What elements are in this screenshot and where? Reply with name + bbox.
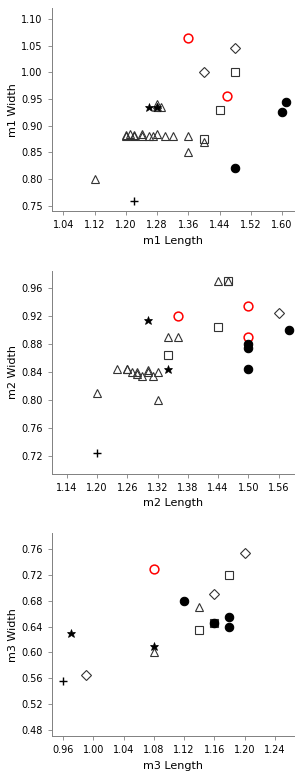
Y-axis label: m1 Width: m1 Width [8,83,18,136]
X-axis label: m3 Length: m3 Length [143,760,203,770]
X-axis label: m2 Length: m2 Length [143,499,203,508]
Y-axis label: m3 Width: m3 Width [8,608,18,661]
X-axis label: m1 Length: m1 Length [143,236,203,246]
Y-axis label: m2 Width: m2 Width [8,345,18,399]
